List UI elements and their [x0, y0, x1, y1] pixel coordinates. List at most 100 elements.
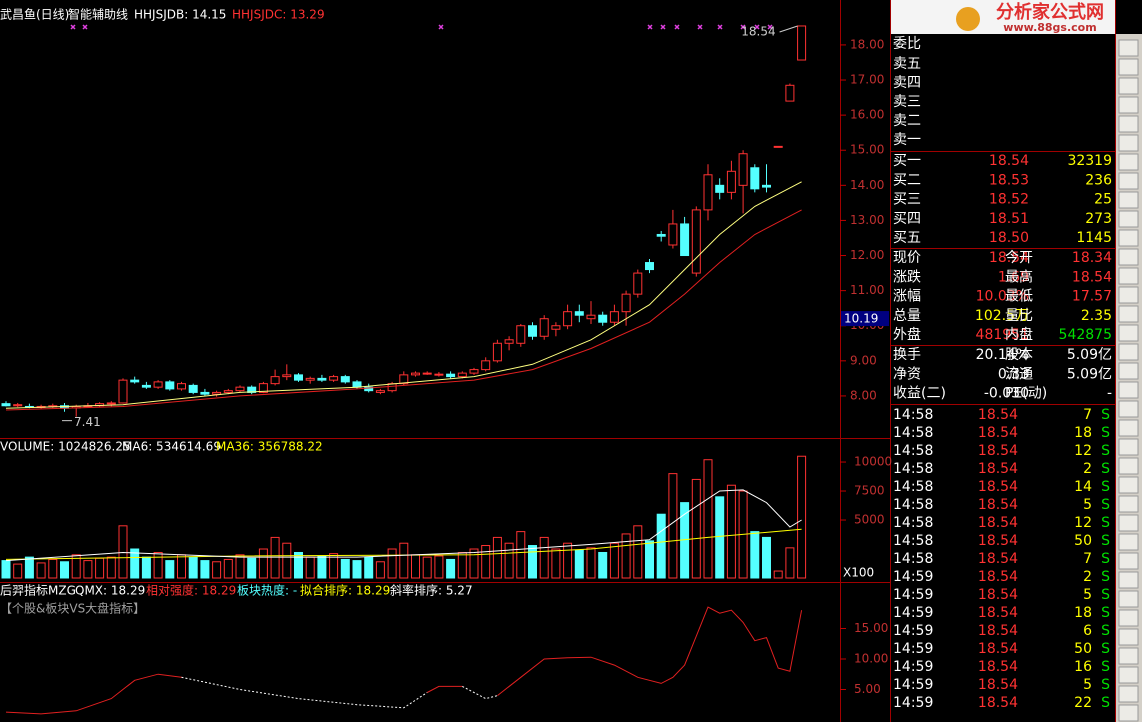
volume-bar — [563, 542, 573, 579]
trade-price: 18.54 — [978, 569, 1018, 585]
y-tick-label: 7500 — [854, 484, 885, 498]
candle-body — [177, 383, 186, 390]
candle-body — [539, 318, 549, 337]
toolbar-button[interactable] — [1118, 609, 1139, 627]
low-label: 7.41 — [74, 415, 101, 429]
toolbar-button[interactable] — [1118, 39, 1139, 57]
trade-price: 18.54 — [978, 407, 1018, 423]
signal-mark — [647, 24, 653, 30]
stat-label: PE(动) — [1005, 386, 1047, 402]
toolbar-button[interactable] — [1118, 362, 1139, 380]
toolbar-button[interactable] — [1118, 191, 1139, 209]
volume-bar — [1, 560, 11, 579]
toolbar-button[interactable] — [1118, 457, 1139, 475]
candle-body — [212, 391, 222, 395]
trade-side: S — [1101, 497, 1110, 513]
toolbar-button[interactable] — [1118, 438, 1139, 456]
toolbar-button[interactable] — [1118, 229, 1139, 247]
indicator-header: 板块热度: - — [237, 583, 297, 598]
volume-bar — [305, 556, 315, 579]
stat-value: 542875 — [1059, 327, 1112, 343]
toolbar-button[interactable] — [1118, 685, 1139, 703]
toolbar-button[interactable] — [1118, 324, 1139, 342]
ask-label: 卖二 — [893, 113, 921, 129]
toolbar-button[interactable] — [1118, 571, 1139, 589]
toolbar-button[interactable] — [1118, 267, 1139, 285]
toolbar-button[interactable] — [1118, 495, 1139, 513]
toolbar-button[interactable] — [1118, 210, 1139, 228]
toolbar-button[interactable] — [1118, 96, 1139, 114]
candle-body — [13, 404, 23, 407]
toolbar-button[interactable] — [1118, 533, 1139, 551]
candle-body — [504, 339, 514, 344]
volume-bar — [668, 473, 678, 579]
candle-body — [715, 184, 725, 193]
stat-label: 今开 — [1005, 250, 1033, 266]
trade-price: 18.54 — [978, 443, 1018, 459]
candle-body — [691, 209, 701, 274]
volume-bar — [551, 548, 561, 579]
volume-bar — [130, 548, 140, 579]
stat-label: 内盘 — [1005, 326, 1033, 343]
toolbar-button[interactable] — [1118, 704, 1139, 722]
toolbar-button[interactable] — [1118, 286, 1139, 304]
toolbar-button[interactable] — [1118, 343, 1139, 361]
trade-volume: 18 — [1074, 605, 1092, 621]
trade-volume: 7 — [1083, 407, 1092, 423]
candle-body — [317, 377, 327, 381]
stat-value: - — [1107, 386, 1112, 402]
toolbar-button[interactable] — [1118, 248, 1139, 266]
toolbar-button[interactable] — [1118, 514, 1139, 532]
toolbar-button[interactable] — [1118, 666, 1139, 684]
trade-side: S — [1101, 533, 1110, 549]
toolbar-button[interactable] — [1118, 419, 1139, 437]
volume-bar — [71, 554, 81, 579]
volume-bar — [539, 536, 549, 579]
toolbar-button[interactable] — [1118, 552, 1139, 570]
toolbar-button[interactable] — [1118, 305, 1139, 323]
toolbar-button[interactable] — [1118, 590, 1139, 608]
toolbar-button[interactable] — [1118, 172, 1139, 190]
toolbar-button[interactable] — [1118, 58, 1139, 76]
toolbar-button[interactable] — [1118, 647, 1139, 665]
candle-body — [282, 374, 292, 378]
candle-body — [399, 374, 409, 385]
volume-bar — [165, 560, 175, 579]
candle-body — [165, 381, 175, 390]
candle-body — [656, 233, 666, 237]
toolbar-button[interactable] — [1118, 628, 1139, 646]
bid-price: 18.54 — [989, 153, 1029, 169]
trade-volume: 12 — [1074, 443, 1092, 459]
toolbar-button[interactable] — [1118, 134, 1139, 152]
toolbar-button[interactable] — [1118, 381, 1139, 399]
ma-line — [5, 209, 802, 411]
bid-label: 买三 — [893, 192, 921, 208]
volume-bar — [785, 547, 795, 579]
trade-side: S — [1101, 443, 1110, 459]
trade-volume: 16 — [1074, 659, 1092, 675]
unit-label: X100 — [843, 566, 874, 580]
candle-body — [340, 376, 350, 383]
volume-bar — [329, 553, 339, 579]
volume-bar — [223, 558, 233, 579]
toolbar-button[interactable] — [1118, 400, 1139, 418]
high-label: 18.54 — [741, 24, 775, 38]
candle-body — [375, 390, 385, 393]
toolbar-button[interactable] — [1118, 153, 1139, 171]
indicator-value: HHJSJDB: 14.15 — [134, 8, 226, 22]
toolbar-button[interactable] — [1118, 77, 1139, 95]
signal-mark — [674, 24, 680, 30]
volume-bar — [36, 562, 46, 579]
trade-time: 14:59 — [893, 623, 933, 639]
high-pointer — [779, 25, 798, 33]
toolbar-button[interactable] — [1118, 115, 1139, 133]
volume-bar — [528, 545, 537, 579]
toolbar-button[interactable] — [1118, 476, 1139, 494]
bid-price: 18.52 — [989, 192, 1029, 208]
stat-label: 外盘 — [893, 326, 921, 343]
volume-bar — [235, 554, 245, 579]
bid-label: 买五 — [893, 230, 921, 246]
